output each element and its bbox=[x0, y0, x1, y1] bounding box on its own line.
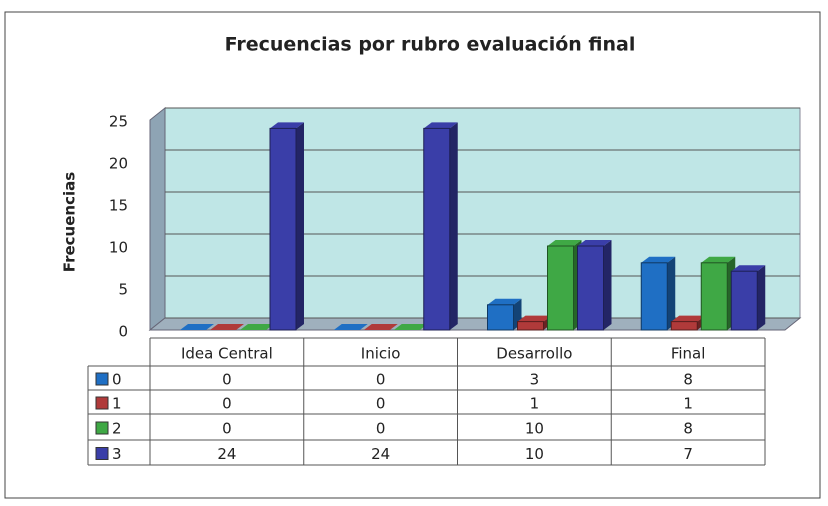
chart-title: Frecuencias por rubro evaluación final bbox=[225, 34, 636, 56]
y-tick-label: 25 bbox=[109, 113, 128, 131]
bar bbox=[577, 245, 604, 331]
table-value: 0 bbox=[222, 371, 232, 389]
legend-label: 3 bbox=[112, 445, 122, 463]
table-value: 8 bbox=[683, 420, 693, 438]
legend-key bbox=[95, 447, 109, 460]
y-tick-label: 20 bbox=[109, 155, 128, 173]
table-value: 1 bbox=[530, 395, 540, 413]
bar-side bbox=[667, 256, 676, 330]
bar bbox=[730, 270, 758, 331]
bar bbox=[670, 321, 698, 331]
bar-top bbox=[517, 315, 552, 322]
bar-side bbox=[296, 122, 304, 331]
bar bbox=[640, 262, 668, 331]
bar-top bbox=[641, 256, 676, 263]
bar bbox=[423, 127, 451, 331]
table-value: 3 bbox=[530, 371, 540, 389]
bar bbox=[487, 304, 514, 331]
legend-key bbox=[95, 372, 109, 386]
table-value: 1 bbox=[683, 395, 693, 413]
y-tick-label: 0 bbox=[118, 323, 128, 341]
table-value: 24 bbox=[371, 445, 390, 463]
x-tick-label: Idea Central bbox=[181, 345, 273, 363]
bar-top bbox=[210, 324, 244, 330]
side-wall bbox=[149, 106, 166, 332]
legend-key bbox=[95, 396, 109, 410]
bar-side bbox=[603, 240, 612, 330]
table-value: 0 bbox=[222, 395, 232, 413]
y-tick-label: 15 bbox=[109, 197, 128, 215]
bar-top bbox=[333, 324, 368, 330]
table-value: 10 bbox=[525, 445, 544, 463]
bar-top bbox=[270, 122, 304, 129]
bar-top bbox=[731, 265, 766, 272]
bar-top bbox=[423, 122, 458, 129]
bar-top bbox=[240, 324, 274, 330]
table-value: 0 bbox=[376, 420, 386, 438]
bar-top bbox=[363, 324, 398, 330]
legend-label: 1 bbox=[112, 395, 122, 413]
bar bbox=[517, 321, 544, 331]
bar-side bbox=[449, 122, 458, 331]
bar bbox=[547, 245, 574, 331]
bar bbox=[269, 127, 297, 331]
table-value: 0 bbox=[376, 395, 386, 413]
table-value: 8 bbox=[683, 371, 693, 389]
legend-label: 0 bbox=[112, 371, 122, 389]
bar-top bbox=[577, 240, 612, 246]
table-value: 24 bbox=[217, 445, 236, 463]
table-value: 10 bbox=[525, 420, 544, 438]
y-tick-label: 5 bbox=[118, 281, 128, 299]
table-value: 0 bbox=[376, 371, 386, 389]
x-tick-label: Desarrollo bbox=[496, 345, 572, 363]
bar-top bbox=[701, 256, 736, 263]
bar-top bbox=[487, 298, 522, 305]
table-value: 0 bbox=[222, 420, 232, 438]
bar-top bbox=[393, 324, 428, 330]
y-axis-label: Frecuencias bbox=[61, 172, 79, 272]
y-tick-label: 10 bbox=[109, 239, 128, 257]
bar-top bbox=[671, 315, 706, 322]
x-tick-label: Final bbox=[671, 345, 706, 363]
bar bbox=[700, 262, 728, 331]
legend-key bbox=[95, 421, 109, 435]
bar-side bbox=[757, 265, 766, 330]
bar-top bbox=[180, 324, 214, 330]
legend-label: 2 bbox=[112, 420, 122, 438]
table-value: 7 bbox=[683, 445, 693, 463]
bar-top bbox=[547, 240, 582, 246]
x-tick-label: Inicio bbox=[361, 345, 401, 363]
